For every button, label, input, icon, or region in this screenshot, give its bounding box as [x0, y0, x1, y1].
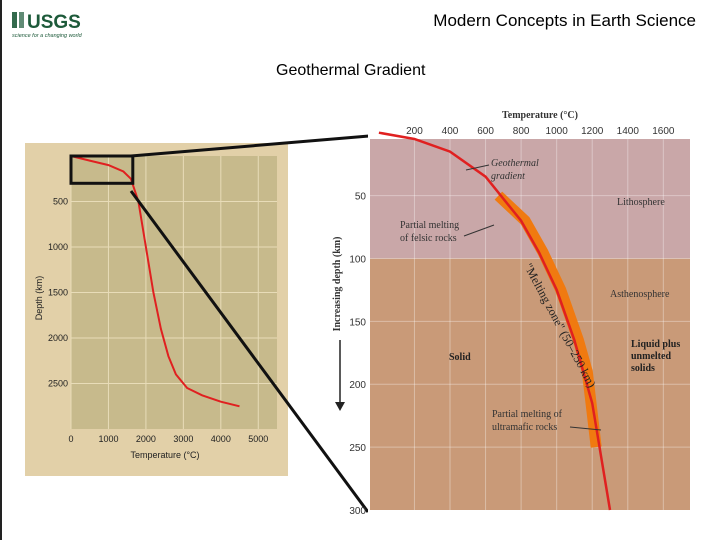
- left-ticks: 0 1000 2000 3000 4000 5000 500 1000 1500 2000 2500: [48, 197, 268, 445]
- annotation-ultramafic: Partial melting of ultramafic rocks: [492, 409, 565, 433]
- left-y-tick-label: 1000: [48, 242, 68, 252]
- right-x-tick-label: 1000: [546, 126, 569, 137]
- right-x-tick-label: 400: [442, 126, 459, 137]
- right-gradient-line: [378, 131, 612, 511]
- left-y-tick-label: 2000: [48, 333, 68, 343]
- right-x-tick-label: 200: [406, 126, 423, 137]
- left-y-tick-label: 500: [53, 197, 68, 207]
- left-x-tick-label: 3000: [173, 434, 193, 444]
- logo-tagline: science for a changing world: [12, 33, 83, 39]
- connector-line-bottom: [129, 190, 370, 513]
- left-x-tick-label: 2000: [136, 434, 156, 444]
- left-grid: [70, 156, 277, 429]
- slide-title: Geothermal Gradient: [276, 62, 426, 79]
- melting-zone-band: [494, 191, 602, 448]
- left-inset-box: [69, 154, 135, 185]
- right-x-tick-label: 1600: [652, 126, 675, 137]
- annotation-geothermal: Geothermal gradient: [491, 158, 541, 182]
- right-x-tick-label: 600: [477, 126, 494, 137]
- annotation-liquid: Liquid plus unmelted solids: [631, 339, 683, 374]
- left-x-tick-label: 5000: [248, 434, 268, 444]
- region-label-lithosphere: Lithosphere: [617, 197, 665, 208]
- left-x-tick-label: 0: [68, 434, 73, 444]
- right-x-tick-label: 1200: [581, 126, 604, 137]
- annotation-geothermal-arrow: [465, 164, 490, 171]
- left-y-tick-label: 2500: [48, 379, 68, 389]
- logo-text: USGS: [27, 12, 81, 33]
- right-y-tick-label: 300: [349, 506, 366, 517]
- header-title: Modern Concepts in Earth Science: [433, 11, 696, 30]
- right-x-tick-label: 800: [513, 126, 530, 137]
- right-y-tick-label: 100: [349, 254, 366, 265]
- annotation-felsic-arrow: [463, 224, 495, 237]
- left-y-axis-label: Depth (km): [34, 276, 44, 321]
- left-y-tick-label: 1500: [48, 288, 68, 298]
- right-grid: [370, 139, 690, 510]
- depth-arrow-head: [335, 402, 345, 411]
- right-y-tick-label: 50: [355, 192, 367, 203]
- left-x-axis-label: Temperature (°C): [130, 450, 199, 460]
- left-x-tick-label: 4000: [211, 434, 231, 444]
- usgs-logo: USGS science for a changing world: [12, 12, 83, 39]
- annotation-felsic: Partial melting of felsic rocks: [400, 220, 462, 244]
- right-x-axis-label: Temperature (°C): [502, 110, 578, 121]
- right-y-tick-label: 150: [349, 317, 366, 328]
- left-x-tick-label: 1000: [98, 434, 118, 444]
- connector-line-top: [130, 134, 370, 158]
- right-ticks: 200 400 600 800 1000 1200 1400 1600 50 100 150 200 2…: [349, 126, 675, 517]
- slide-left-border: [0, 0, 2, 540]
- right-y-axis-label: Increasing depth (km): [332, 237, 343, 332]
- annotation-ultramafic-arrow: [569, 426, 602, 431]
- right-x-tick-label: 1400: [617, 126, 640, 137]
- right-y-tick-label: 200: [349, 380, 366, 391]
- region-label-asthenosphere: Asthenosphere: [610, 289, 670, 300]
- annotation-solid: Solid: [449, 352, 471, 363]
- left-gradient-line: [70, 155, 240, 408]
- asthenosphere-region: [370, 258, 690, 510]
- right-y-tick-label: 250: [349, 443, 366, 454]
